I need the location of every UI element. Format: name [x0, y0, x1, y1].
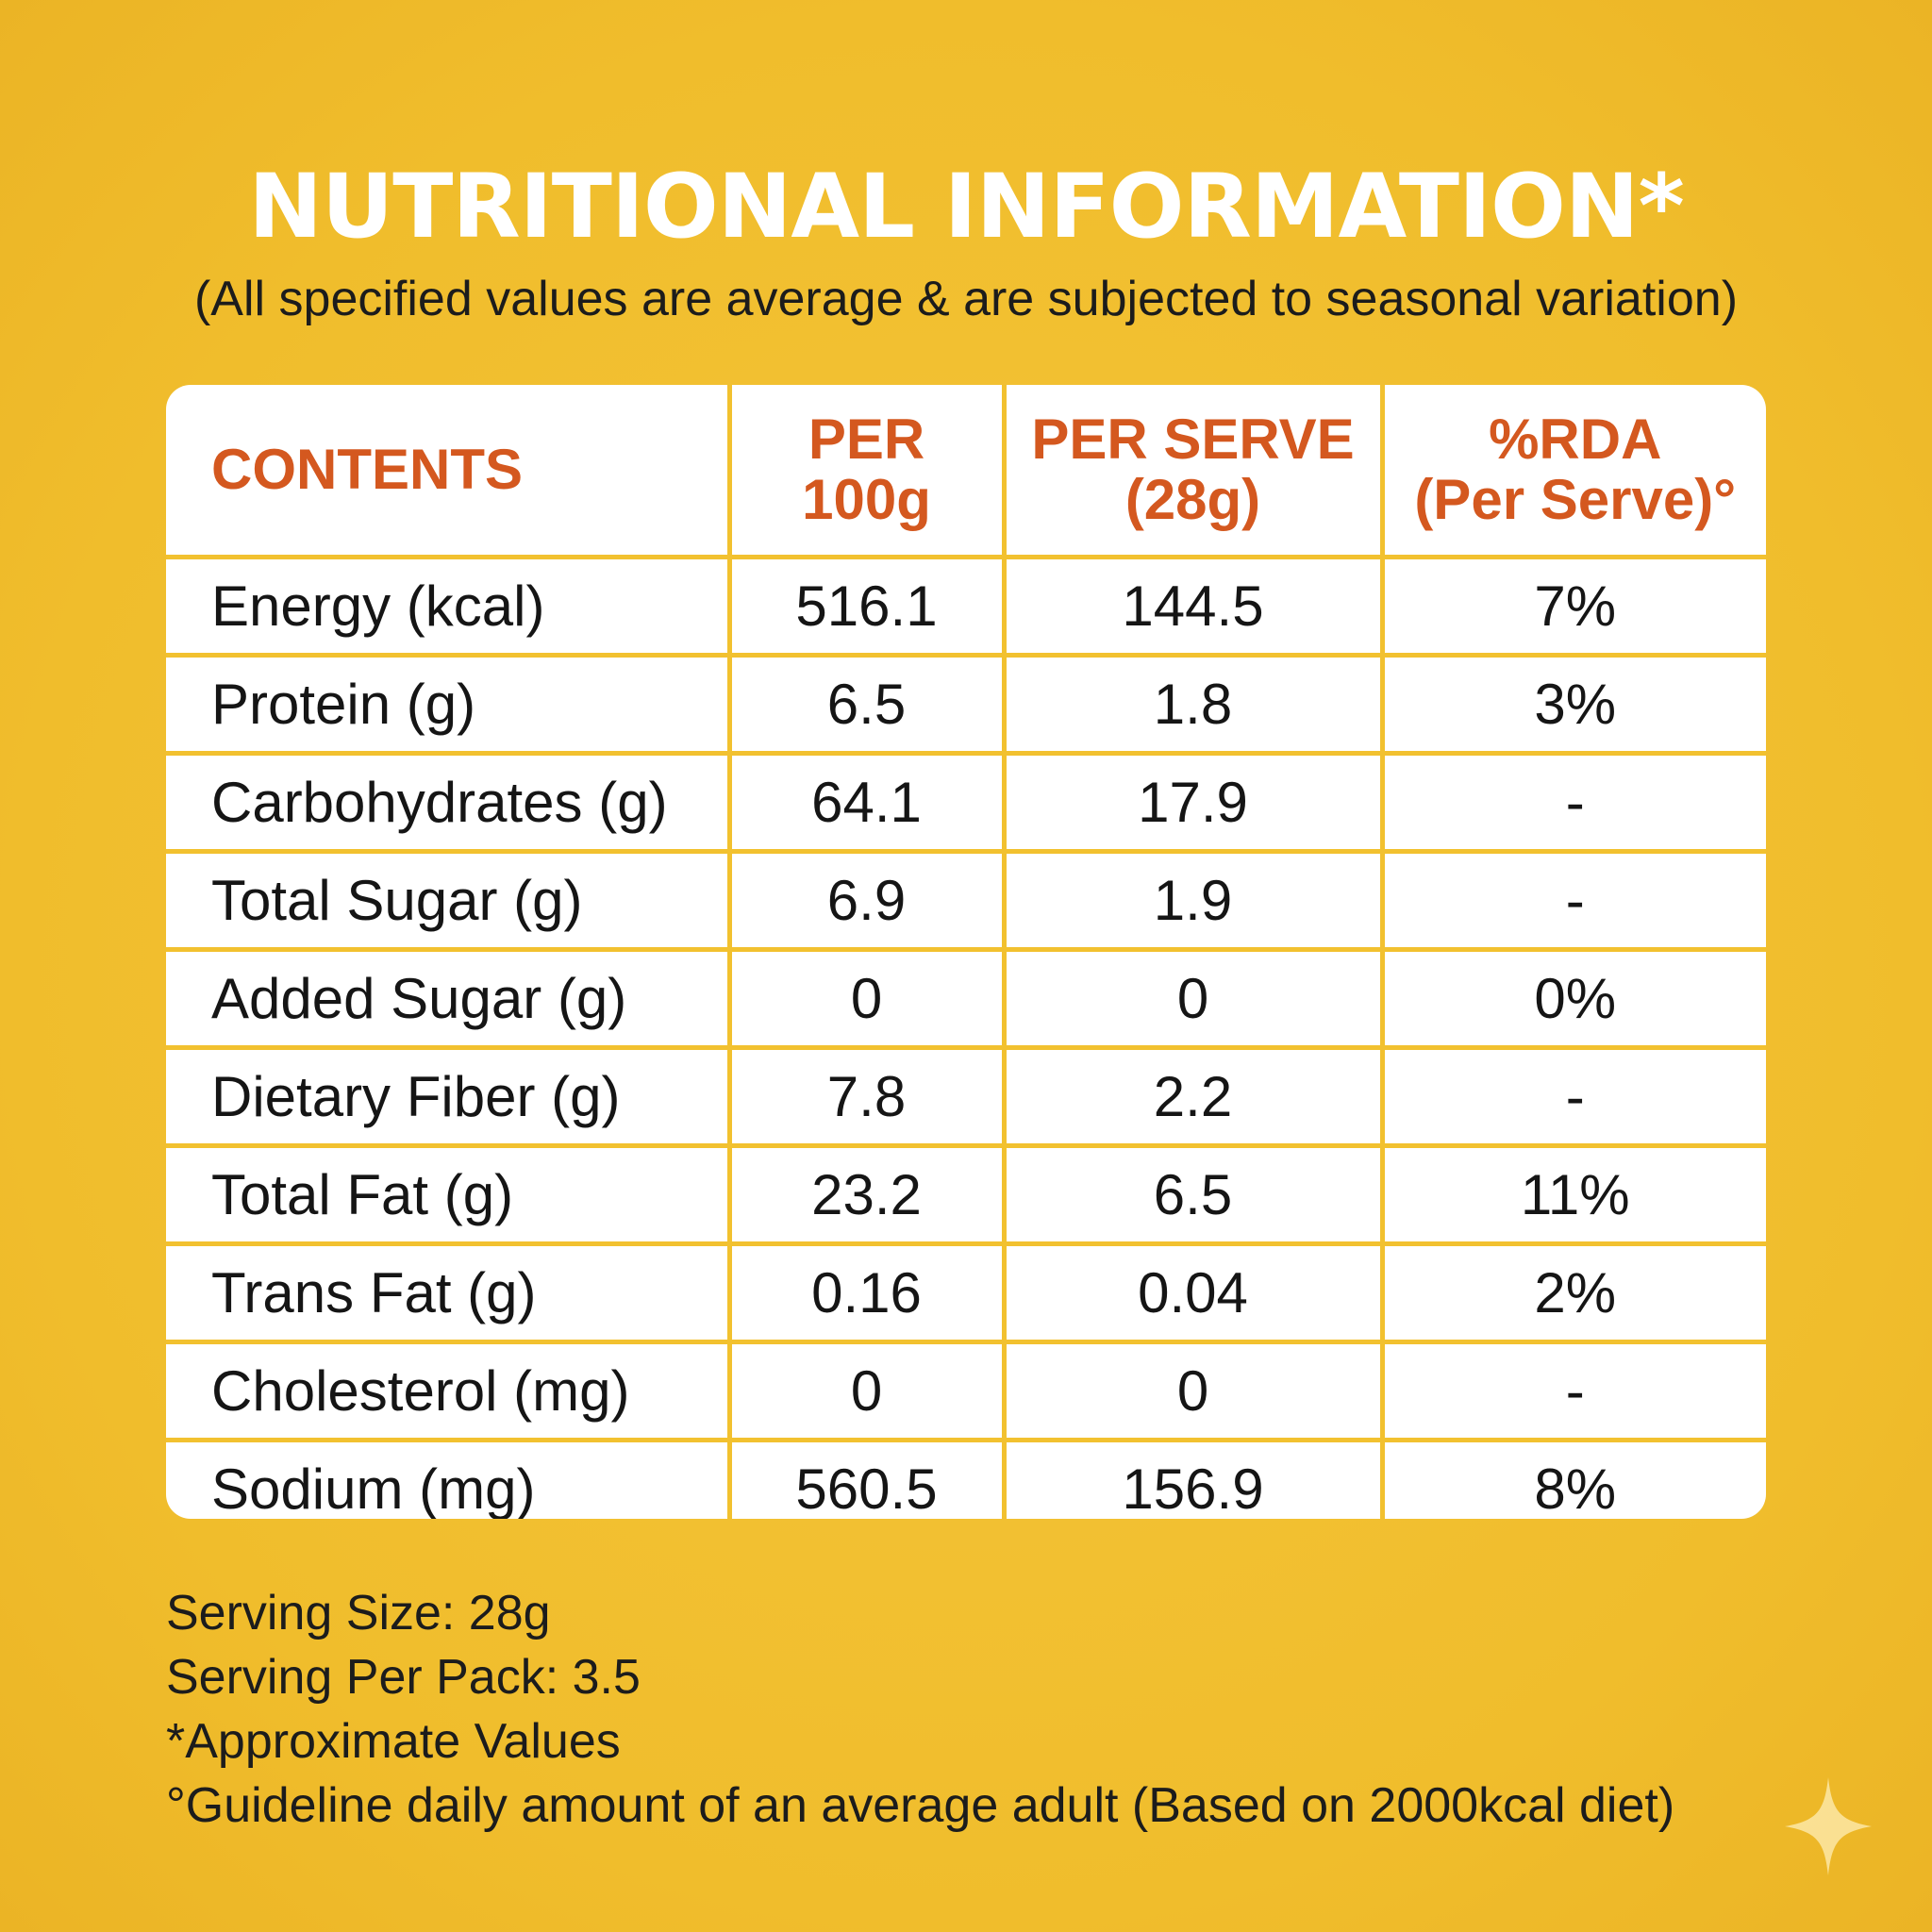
value-per-serve: 6.5 — [1001, 1143, 1385, 1246]
nutrient-name: Sodium (mg) — [166, 1438, 732, 1519]
table-row: Cholesterol (mg) 0 0 - — [166, 1340, 1766, 1442]
nutrient-name: Total Fat (g) — [166, 1143, 732, 1246]
page-subtitle: (All specified values are average & are … — [193, 272, 1739, 326]
table-row: Protein (g) 6.5 1.8 3% — [166, 653, 1766, 756]
value-rda: 2% — [1379, 1241, 1766, 1344]
nutrient-name: Added Sugar (g) — [166, 947, 732, 1050]
nutrient-name: Trans Fat (g) — [166, 1241, 732, 1344]
value-per-100g: 6.5 — [726, 653, 1007, 756]
guideline-note: °Guideline daily amount of an average ad… — [166, 1778, 1675, 1833]
value-per-serve: 0.04 — [1001, 1241, 1385, 1344]
value-per-serve: 0 — [1001, 947, 1385, 1050]
value-per-100g: 0 — [726, 1340, 1007, 1442]
value-rda: 7% — [1379, 555, 1766, 658]
nutrient-name: Carbohydrates (g) — [166, 751, 732, 854]
serving-per-pack-note: Serving Per Pack: 3.5 — [166, 1650, 641, 1705]
header-contents: CONTENTS — [166, 385, 732, 559]
value-rda: 8% — [1379, 1438, 1766, 1519]
value-rda: - — [1379, 849, 1766, 952]
value-per-serve: 156.9 — [1001, 1438, 1385, 1519]
value-rda: - — [1379, 751, 1766, 854]
table-row: Added Sugar (g) 0 0 0% — [166, 947, 1766, 1050]
nutrition-table: CONTENTS PER 100g PER SERVE (28g) %RDA (… — [166, 385, 1766, 1519]
value-per-serve: 144.5 — [1001, 555, 1385, 658]
header-rda: %RDA (Per Serve)° — [1379, 385, 1766, 559]
table-row: Sodium (mg) 560.5 156.9 8% — [166, 1438, 1766, 1519]
page-title: NUTRITIONAL INFORMATION* — [248, 156, 1685, 258]
value-per-100g: 7.8 — [726, 1045, 1007, 1148]
nutrient-name: Protein (g) — [166, 653, 732, 756]
value-rda: - — [1379, 1045, 1766, 1148]
footer-notes: Serving Size: 28g Serving Per Pack: 3.5 … — [166, 1581, 1674, 1838]
table-row: Trans Fat (g) 0.16 0.04 2% — [166, 1241, 1766, 1344]
table-row: Total Sugar (g) 6.9 1.9 - — [166, 849, 1766, 952]
value-rda: 0% — [1379, 947, 1766, 1050]
header-per-serve: PER SERVE (28g) — [1001, 385, 1385, 559]
value-rda: 3% — [1379, 653, 1766, 756]
serving-size-note: Serving Size: 28g — [166, 1586, 551, 1641]
nutrient-name: Energy (kcal) — [166, 555, 732, 658]
value-per-serve: 0 — [1001, 1340, 1385, 1442]
value-per-100g: 6.9 — [726, 849, 1007, 952]
value-per-100g: 23.2 — [726, 1143, 1007, 1246]
value-per-100g: 64.1 — [726, 751, 1007, 854]
value-per-serve: 1.9 — [1001, 849, 1385, 952]
approximate-values-note: *Approximate Values — [166, 1714, 621, 1769]
sparkle-icon — [1785, 1777, 1872, 1875]
table-row: Carbohydrates (g) 64.1 17.9 - — [166, 751, 1766, 854]
nutrient-name: Cholesterol (mg) — [166, 1340, 732, 1442]
nutrient-name: Total Sugar (g) — [166, 849, 732, 952]
value-rda: 11% — [1379, 1143, 1766, 1246]
header-per-100g: PER 100g — [726, 385, 1007, 559]
value-per-serve: 1.8 — [1001, 653, 1385, 756]
value-per-100g: 516.1 — [726, 555, 1007, 658]
table-row: Energy (kcal) 516.1 144.5 7% — [166, 555, 1766, 658]
value-per-serve: 2.2 — [1001, 1045, 1385, 1148]
value-per-serve: 17.9 — [1001, 751, 1385, 854]
value-rda: - — [1379, 1340, 1766, 1442]
nutrient-name: Dietary Fiber (g) — [166, 1045, 732, 1148]
table-row: Dietary Fiber (g) 7.8 2.2 - — [166, 1045, 1766, 1148]
value-per-100g: 0 — [726, 947, 1007, 1050]
table-header-row: CONTENTS PER 100g PER SERVE (28g) %RDA (… — [166, 385, 1766, 559]
value-per-100g: 0.16 — [726, 1241, 1007, 1344]
table-row: Total Fat (g) 23.2 6.5 11% — [166, 1143, 1766, 1246]
value-per-100g: 560.5 — [726, 1438, 1007, 1519]
